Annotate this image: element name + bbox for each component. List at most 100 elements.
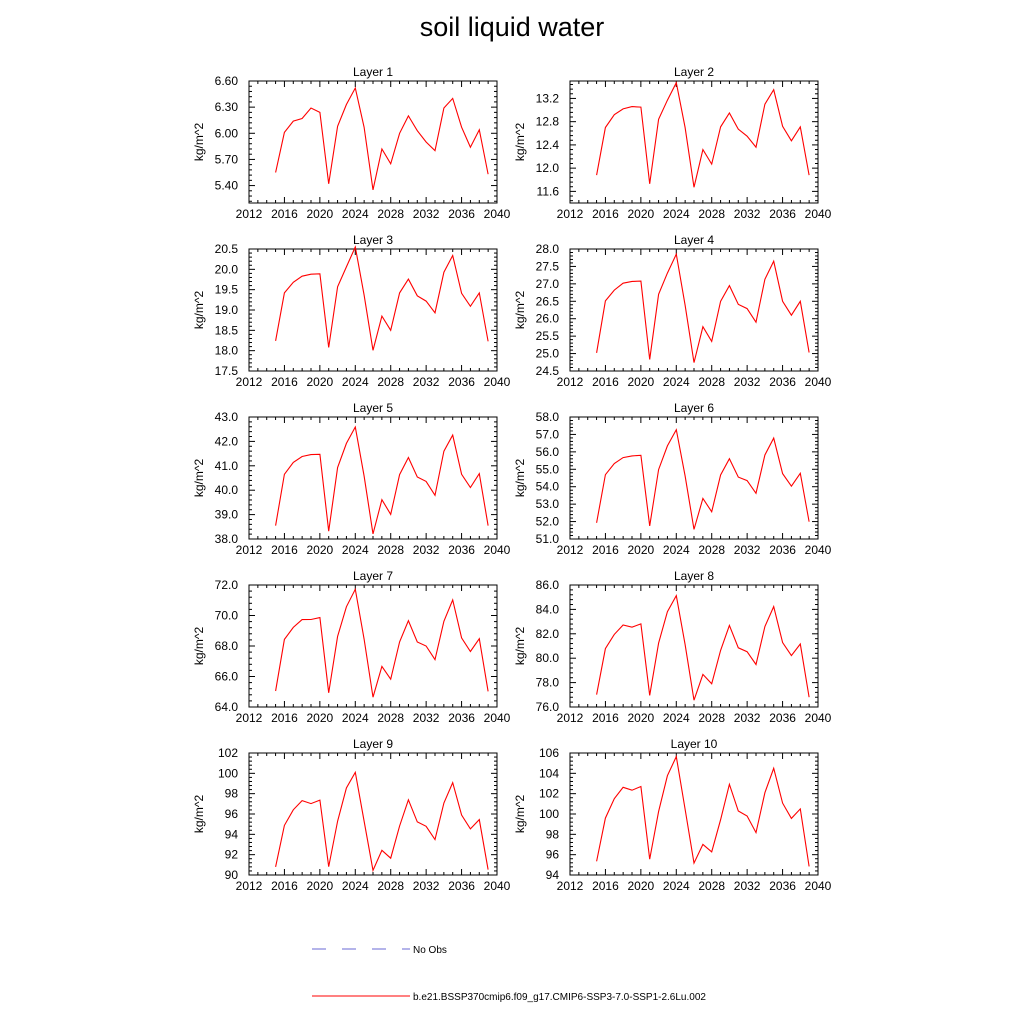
panel-3: Layer 3 2012 2016 2020 2024 2028 2032 2036 2040 1…	[192, 233, 511, 389]
panel-title: Layer 9	[353, 737, 393, 751]
y-tick-label: 52.0	[536, 515, 560, 529]
y-tick-label: 25.5	[536, 329, 560, 343]
panel-8: Layer 8 2012 2016 2020 2024 2028 2032 2036 2040 7…	[513, 569, 832, 725]
x-tick-label: 2016	[592, 207, 619, 221]
x-tick-label: 2032	[413, 207, 440, 221]
y-tick-label: 39.0	[215, 508, 239, 522]
y-tick-label: 58.0	[536, 410, 560, 424]
x-tick-label: 2020	[307, 207, 334, 221]
x-tick-label: 2032	[734, 207, 761, 221]
y-tick-label: 5.70	[215, 152, 239, 166]
x-tick-label: 2020	[628, 207, 655, 221]
legend-label-no-obs: No Obs	[413, 945, 447, 956]
x-tick-label: 2024	[663, 711, 690, 725]
x-tick-label: 2036	[448, 543, 475, 557]
x-tick-label: 2024	[663, 375, 690, 389]
y-tick-label: 51.0	[536, 532, 560, 546]
x-tick-label: 2036	[769, 879, 796, 893]
x-tick-label: 2040	[484, 711, 511, 725]
x-tick-label: 2012	[557, 711, 584, 725]
x-tick-label: 2024	[342, 711, 369, 725]
x-tick-label: 2040	[484, 879, 511, 893]
y-tick-label: 96	[546, 848, 560, 862]
x-tick-label: 2012	[557, 879, 584, 893]
x-tick-label: 2012	[236, 543, 263, 557]
x-tick-label: 2036	[448, 207, 475, 221]
x-tick-label: 2028	[698, 543, 725, 557]
x-tick-label: 2040	[805, 711, 832, 725]
y-tick-label: 90	[225, 868, 239, 882]
x-tick-label: 2016	[592, 711, 619, 725]
x-tick-label: 2032	[734, 543, 761, 557]
x-tick-label: 2012	[557, 543, 584, 557]
panel-2: Layer 2 2012 2016 2020 2024 2028 2032 2036 2040 1…	[513, 65, 832, 221]
series-line	[596, 252, 810, 363]
panel-title: Layer 3	[353, 233, 393, 247]
y-tick-label: 6.30	[215, 100, 239, 114]
x-tick-label: 2040	[484, 207, 511, 221]
x-tick-label: 2020	[307, 375, 334, 389]
y-tick-label: 19.0	[215, 303, 239, 317]
y-tick-label: 27.0	[536, 277, 560, 291]
y-tick-label: 25.0	[536, 347, 560, 361]
y-axis-label: kg/m^2	[192, 459, 206, 498]
x-tick-label: 2036	[448, 375, 475, 389]
x-tick-label: 2032	[734, 375, 761, 389]
x-tick-label: 2024	[342, 543, 369, 557]
y-tick-label: 102	[539, 787, 559, 801]
x-tick-label: 2040	[805, 879, 832, 893]
y-axis-label: kg/m^2	[513, 459, 527, 498]
x-tick-label: 2020	[307, 711, 334, 725]
x-tick-label: 2012	[236, 375, 263, 389]
x-tick-label: 2012	[557, 207, 584, 221]
y-tick-label: 72.0	[215, 578, 239, 592]
x-tick-label: 2028	[377, 207, 404, 221]
y-tick-label: 92	[225, 848, 239, 862]
x-tick-label: 2028	[377, 879, 404, 893]
x-tick-label: 2032	[413, 375, 440, 389]
y-tick-label: 43.0	[215, 410, 239, 424]
y-tick-label: 12.0	[536, 161, 560, 175]
y-tick-label: 6.60	[215, 74, 239, 88]
x-tick-label: 2020	[628, 879, 655, 893]
x-tick-label: 2016	[271, 543, 298, 557]
x-tick-label: 2020	[628, 375, 655, 389]
x-tick-label: 2016	[592, 543, 619, 557]
y-tick-label: 66.0	[215, 670, 239, 684]
y-tick-label: 64.0	[215, 700, 239, 714]
x-tick-label: 2028	[698, 375, 725, 389]
y-tick-label: 94	[225, 827, 239, 841]
series-line	[275, 770, 489, 873]
panel-title: Layer 5	[353, 401, 393, 415]
y-tick-label: 19.5	[215, 283, 239, 297]
y-tick-label: 26.0	[536, 312, 560, 326]
y-axis-label: kg/m^2	[513, 795, 527, 834]
x-tick-label: 2012	[557, 375, 584, 389]
y-tick-label: 76.0	[536, 700, 560, 714]
panel-9: Layer 9 2012 2016 2020 2024 2028 2032 2036 2040 9…	[192, 737, 511, 893]
x-tick-label: 2036	[769, 207, 796, 221]
plot-frame	[248, 584, 498, 708]
y-tick-label: 106	[539, 746, 559, 760]
x-tick-label: 2016	[592, 879, 619, 893]
y-tick-label: 38.0	[215, 532, 239, 546]
x-tick-label: 2032	[734, 711, 761, 725]
plot-frame	[248, 80, 498, 204]
panel-title: Layer 4	[674, 233, 714, 247]
plot-frame	[248, 248, 498, 372]
x-tick-label: 2024	[342, 375, 369, 389]
x-tick-label: 2020	[307, 879, 334, 893]
panel-10: Layer 10 2012 2016 2020 2024 2028 2032 2036 2040…	[513, 737, 832, 893]
series-line	[275, 425, 489, 535]
x-tick-label: 2016	[271, 879, 298, 893]
y-tick-label: 104	[539, 766, 559, 780]
x-tick-label: 2020	[628, 543, 655, 557]
x-tick-label: 2028	[698, 711, 725, 725]
x-tick-label: 2028	[377, 543, 404, 557]
y-tick-label: 94	[546, 868, 560, 882]
x-tick-label: 2024	[663, 879, 690, 893]
y-tick-label: 53.0	[536, 497, 560, 511]
y-axis-label: kg/m^2	[192, 291, 206, 330]
y-tick-label: 20.5	[215, 242, 239, 256]
